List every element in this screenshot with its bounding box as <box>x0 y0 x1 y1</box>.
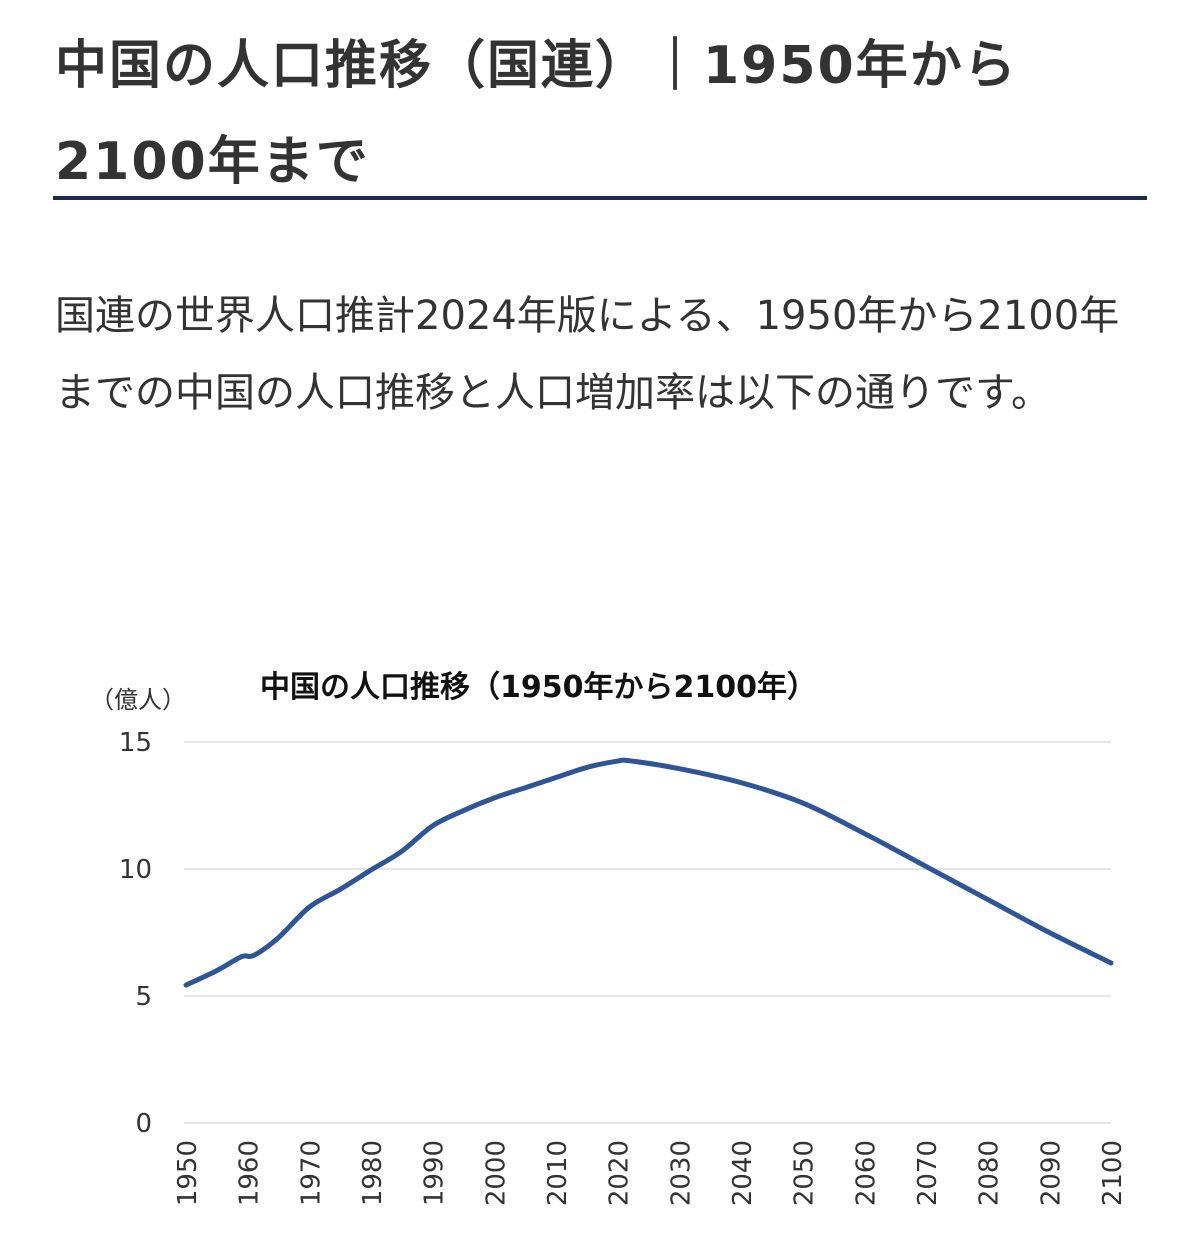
population-series-line <box>183 757 1114 988</box>
y-tick-label: 0 <box>135 1109 152 1139</box>
y-tick-label: 5 <box>135 982 152 1012</box>
x-tick-label: 2040 <box>728 1140 758 1206</box>
lead-paragraph: 国連の世界人口推計2024年版による、1950年から2100年までの中国の人口推… <box>55 293 1120 416</box>
x-tick-label: 2010 <box>543 1140 573 1206</box>
x-tick-label: 2060 <box>851 1140 881 1206</box>
x-tick-label: 2080 <box>975 1140 1005 1206</box>
page-title: 中国の人口推移（国連）｜1950年から2100年まで <box>55 36 1018 192</box>
x-tick-label: 2020 <box>605 1140 635 1206</box>
y-tick-label: 10 <box>119 855 152 885</box>
x-tick-label: 2000 <box>481 1140 511 1206</box>
title-underline <box>53 196 1147 200</box>
x-tick-label: 2090 <box>1036 1140 1066 1206</box>
x-tick-label: 1950 <box>173 1140 203 1206</box>
x-tick-label: 2050 <box>790 1140 820 1206</box>
x-tick-label: 1980 <box>358 1140 388 1206</box>
x-tick-label: 1990 <box>420 1140 450 1206</box>
y-axis-unit: （億人） <box>90 686 186 714</box>
x-tick-label: 2070 <box>913 1140 943 1206</box>
chart-title: 中国の人口推移（1950年から2100年） <box>260 670 817 705</box>
y-tick-label: 15 <box>119 728 152 758</box>
x-tick-label: 2100 <box>1098 1140 1128 1206</box>
x-tick-label: 1970 <box>296 1140 326 1206</box>
x-tick-label: 2030 <box>666 1140 696 1206</box>
x-tick-label: 1960 <box>235 1140 265 1206</box>
